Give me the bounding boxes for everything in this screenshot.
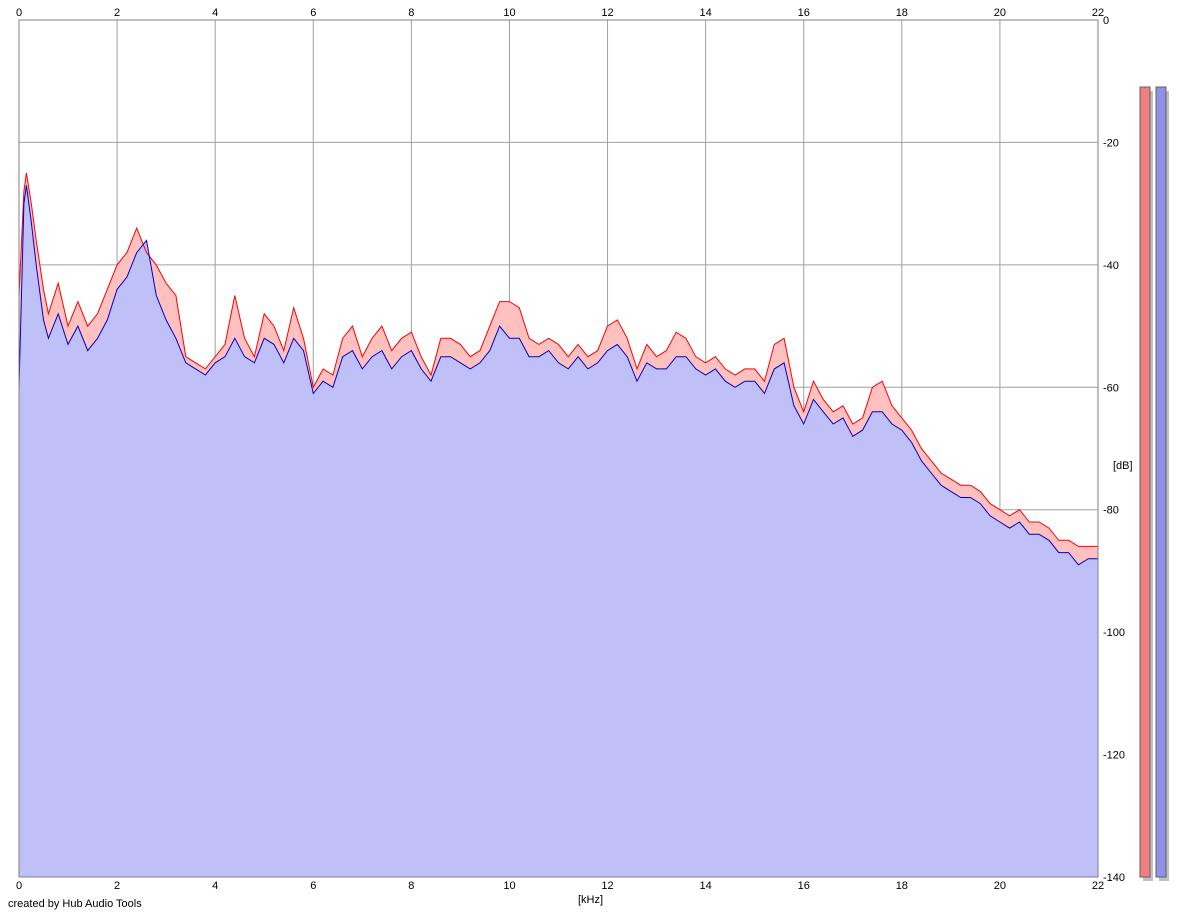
x-tick-label-top: 14 — [700, 7, 712, 19]
x-tick-label-bottom: 6 — [310, 880, 316, 892]
plot-frame — [18, 19, 1099, 878]
x-tick-label-bottom: 22 — [1092, 880, 1104, 892]
x-tick-label-bottom: 12 — [601, 880, 613, 892]
x-axis-label: [kHz] — [578, 894, 603, 906]
x-tick-label-bottom: 16 — [798, 880, 810, 892]
x-ticks-top: 0 2 4 6 8 10 12 14 16 18 20 22 — [16, 7, 1104, 19]
x-tick-label-top: 20 — [994, 7, 1006, 19]
y-axis-label: [dB] — [1113, 460, 1133, 472]
x-tick-label-bottom: 2 — [114, 880, 120, 892]
x-tick-label-top: 0 — [16, 7, 22, 19]
x-tick-label-top: 8 — [408, 7, 414, 19]
x-tick-label-top: 4 — [212, 7, 218, 19]
y-tick-label: -80 — [1103, 505, 1119, 517]
x-tick-label-top: 12 — [601, 7, 613, 19]
spectrum-areas — [19, 173, 1098, 878]
y-ticks: 0 -20 -40 -60 -80 -100 -120 -140 — [1103, 15, 1125, 884]
level-meter-2 — [1155, 86, 1167, 878]
series-area-2 — [19, 185, 1098, 878]
x-tick-label-top: 18 — [896, 7, 908, 19]
level-meters — [1139, 86, 1169, 881]
y-tick-label: -20 — [1103, 137, 1119, 149]
y-tick-label: -40 — [1103, 260, 1119, 272]
y-tick-label: -60 — [1103, 382, 1119, 394]
footer-credit: created by Hub Audio Tools — [8, 898, 142, 910]
x-tick-label-bottom: 18 — [896, 880, 908, 892]
x-tick-label-bottom: 4 — [212, 880, 218, 892]
series-line-1 — [18, 172, 1098, 547]
level-meter-1 — [1139, 86, 1151, 878]
x-tick-label-top: 6 — [310, 7, 316, 19]
x-tick-label-bottom: 8 — [408, 880, 414, 892]
x-tick-label-top: 16 — [798, 7, 810, 19]
y-tick-label: -100 — [1103, 627, 1125, 639]
x-tick-label-bottom: 20 — [994, 880, 1006, 892]
x-tick-label-top: 2 — [114, 7, 120, 19]
y-tick-label: 0 — [1103, 15, 1109, 27]
x-tick-label-top: 10 — [503, 7, 515, 19]
x-ticks-bottom: 0 2 4 6 8 10 12 14 16 18 20 22 — [16, 880, 1104, 892]
x-tick-label-bottom: 14 — [700, 880, 712, 892]
series-line-2 — [18, 185, 1098, 566]
y-tick-label: -120 — [1103, 750, 1125, 762]
x-tick-label-top: 22 — [1092, 7, 1104, 19]
spectrum-lines — [18, 172, 1098, 566]
y-tick-label: -140 — [1103, 872, 1125, 884]
x-tick-label-bottom: 10 — [503, 880, 515, 892]
x-tick-label-bottom: 0 — [16, 880, 22, 892]
